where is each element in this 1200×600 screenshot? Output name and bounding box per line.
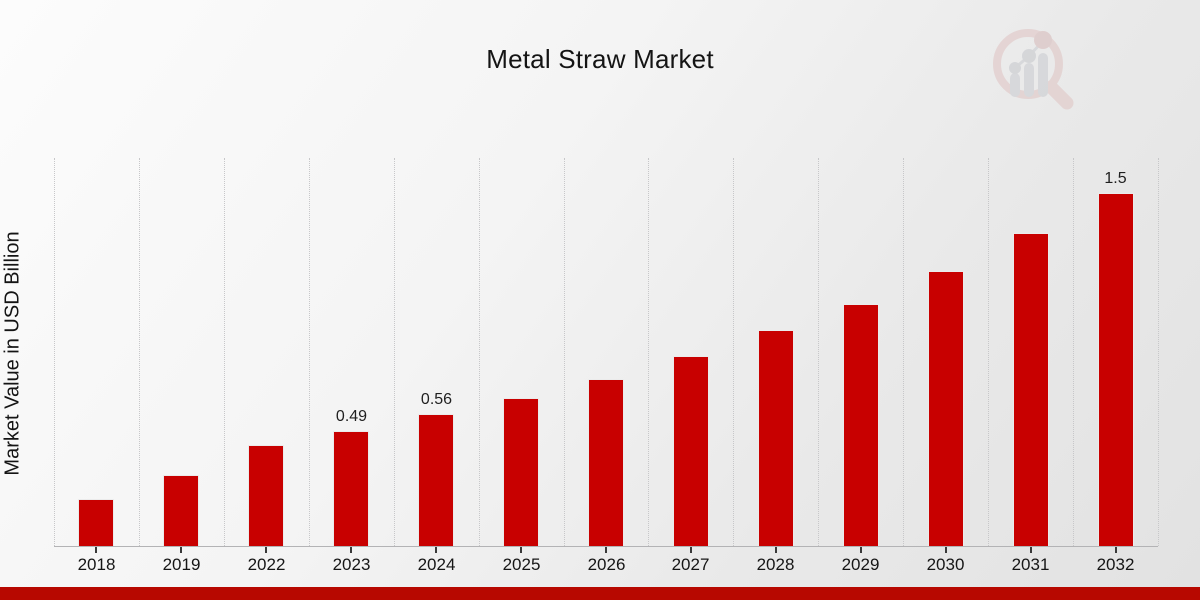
- gridline: [818, 158, 820, 546]
- x-axis-line: [54, 546, 1158, 547]
- x-tick: [860, 547, 862, 553]
- bar: [928, 271, 964, 546]
- x-tick-label: 2031: [1011, 555, 1050, 574]
- x-tick-label: 2024: [417, 555, 456, 574]
- x-tick: [605, 547, 607, 553]
- gridline: [138, 158, 140, 546]
- x-tick: [945, 547, 947, 553]
- magnifier-bar-chart-logo-icon: [993, 29, 1074, 110]
- gridline: [903, 158, 905, 546]
- gridline: [1073, 158, 1075, 546]
- gridline: [1158, 158, 1159, 546]
- x-tick: [520, 547, 522, 553]
- gridline: [733, 158, 735, 546]
- bar: [418, 414, 454, 546]
- x-tick-label: 2019: [162, 555, 201, 574]
- bar: [78, 499, 114, 546]
- bar-value-label: 0.49: [335, 408, 368, 425]
- gridline: [223, 158, 225, 546]
- bar: [503, 398, 539, 546]
- x-tick-label: 2023: [332, 555, 371, 574]
- x-tick-label: 2026: [587, 555, 626, 574]
- bar: [163, 475, 199, 546]
- bar: [758, 330, 794, 546]
- x-tick-label: 2027: [671, 555, 710, 574]
- x-tick: [775, 547, 777, 553]
- gridline: [563, 158, 565, 546]
- bar: [673, 356, 709, 546]
- x-tick-label: 2029: [841, 555, 880, 574]
- gridline: [988, 158, 990, 546]
- gridline: [54, 158, 55, 546]
- x-tick: [350, 547, 352, 553]
- gridline: [478, 158, 480, 546]
- x-tick: [690, 547, 692, 553]
- x-tick: [1030, 547, 1032, 553]
- x-tick: [95, 547, 97, 553]
- bar: [333, 431, 369, 546]
- chart-title: Metal Straw Market: [486, 44, 714, 74]
- x-tick-label: 2025: [502, 555, 541, 574]
- gridline: [308, 158, 310, 546]
- bar: [588, 379, 624, 546]
- footer-stripe: [0, 587, 1200, 600]
- x-tick: [180, 547, 182, 553]
- bar: [1098, 193, 1134, 546]
- x-tick-label: 2022: [247, 555, 286, 574]
- x-tick: [265, 547, 267, 553]
- bar-value-label: 1.5: [1104, 170, 1127, 187]
- gridline: [393, 158, 395, 546]
- x-tick-label: 2032: [1096, 555, 1135, 574]
- x-tick-label: 2018: [77, 555, 116, 574]
- x-tick: [435, 547, 437, 553]
- bar: [248, 445, 284, 546]
- bar: [843, 304, 879, 546]
- x-tick-label: 2030: [926, 555, 965, 574]
- bar: [1013, 233, 1049, 546]
- bar-value-label: 0.56: [420, 391, 453, 408]
- gridline: [648, 158, 650, 546]
- x-tick-label: 2028: [756, 555, 795, 574]
- x-tick: [1115, 547, 1117, 553]
